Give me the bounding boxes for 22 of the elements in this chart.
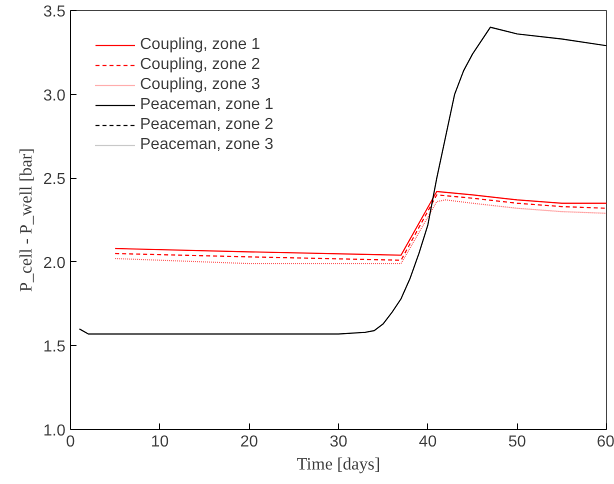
legend-label: Peaceman, zone 1 xyxy=(140,96,274,114)
y-tick-label: 3.0 xyxy=(43,87,66,104)
y-tick-label: 1.5 xyxy=(43,338,66,356)
x-tick-label: 30 xyxy=(330,434,348,450)
y-axis-title: P_cell - P_well [bar] xyxy=(16,148,36,292)
x-tick-label: 50 xyxy=(508,434,526,450)
y-tick-label: 1.0 xyxy=(43,422,66,440)
x-tick-label: 40 xyxy=(418,434,437,450)
legend-label: Coupling, zone 2 xyxy=(140,56,260,74)
y-tick-label: 2.0 xyxy=(43,254,66,272)
x-tick-label: 60 xyxy=(596,434,614,450)
legend-label: Peaceman, zone 2 xyxy=(140,116,274,134)
y-tick-label: 2.5 xyxy=(43,171,66,188)
legend-label: Coupling, zone 3 xyxy=(140,76,260,94)
line-series xyxy=(78,26,606,335)
x-tick-label: 20 xyxy=(240,434,258,450)
legend-label: Coupling, zone 1 xyxy=(140,36,260,54)
x-tick-label: 0 xyxy=(66,434,76,450)
x-axis-title: Time [days] xyxy=(296,454,380,474)
x-tick-label: 10 xyxy=(150,434,169,450)
legend-label: Peaceman, zone 3 xyxy=(140,136,274,154)
y-tick-label: 3.5 xyxy=(43,4,66,20)
